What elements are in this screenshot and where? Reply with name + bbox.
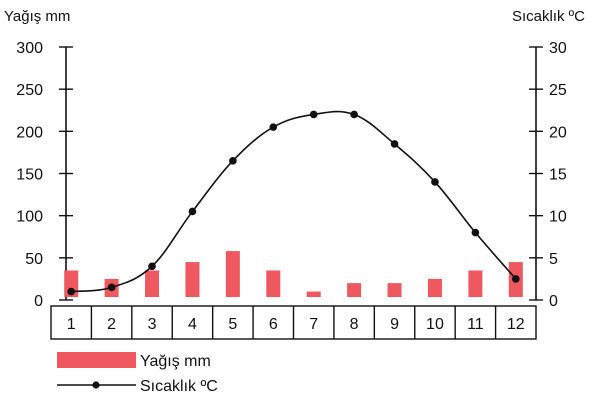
temperature-point-month-1 bbox=[67, 287, 76, 296]
month-label: 11 bbox=[467, 316, 484, 333]
month-label: 12 bbox=[507, 316, 525, 333]
bar-month-8 bbox=[347, 283, 362, 297]
right-axis-tick-label: 5 bbox=[549, 251, 558, 268]
left-axis-tick-label: 250 bbox=[16, 82, 43, 99]
temperature-point-month-10 bbox=[431, 178, 439, 186]
temperature-line bbox=[67, 110, 520, 296]
left-axis: 0 50 100 150 200 250 300 bbox=[16, 40, 73, 310]
month-axis: 1 2 3 4 5 6 7 8 9 10 11 12 bbox=[50, 305, 537, 340]
month-label: 5 bbox=[228, 316, 237, 333]
bar-month-4 bbox=[185, 262, 200, 297]
left-axis-label: Yağış mm bbox=[4, 8, 70, 25]
bar-month-11 bbox=[468, 270, 483, 297]
precipitation-bars bbox=[64, 251, 523, 297]
month-label: 2 bbox=[107, 316, 116, 333]
bar-month-3 bbox=[145, 270, 160, 297]
right-axis-tick-label: 15 bbox=[549, 167, 567, 184]
legend-label-temperature: Sıcaklık ºC bbox=[140, 378, 218, 395]
legend: Yağış mm Sıcaklık ºC bbox=[57, 352, 218, 395]
bar-month-6 bbox=[266, 270, 281, 297]
right-axis-tick-label: 25 bbox=[549, 82, 567, 99]
right-axis-tick-label: 30 bbox=[549, 40, 567, 57]
left-axis-tick-label: 50 bbox=[25, 251, 43, 268]
temperature-point-month-8 bbox=[350, 110, 358, 119]
bar-month-10 bbox=[427, 278, 442, 297]
left-axis-tick-label: 150 bbox=[16, 167, 43, 184]
temperature-point-month-5 bbox=[229, 157, 237, 165]
right-axis-tick-label: 0 bbox=[549, 293, 558, 310]
left-axis-tick-label: 300 bbox=[16, 40, 43, 57]
right-axis: 0 5 10 15 20 25 30 bbox=[529, 40, 567, 310]
left-axis-tick-label: 200 bbox=[16, 124, 43, 141]
left-axis-tick-label: 0 bbox=[34, 293, 43, 310]
temperature-point-month-2 bbox=[107, 283, 116, 292]
temperature-point-month-6 bbox=[269, 123, 278, 131]
right-axis-label: Sıcaklık ºC bbox=[512, 8, 585, 25]
temperature-point-month-11 bbox=[471, 228, 480, 237]
bar-month-5 bbox=[225, 251, 240, 297]
right-axis-tick-label: 10 bbox=[549, 209, 567, 226]
legend-swatch-temperature-dot bbox=[92, 381, 100, 389]
temperature-point-month-4 bbox=[188, 207, 197, 216]
month-label: 7 bbox=[309, 316, 318, 333]
bar-month-9 bbox=[387, 283, 402, 297]
temperature-point-month-3 bbox=[148, 262, 156, 271]
left-axis-tick-label: 100 bbox=[16, 209, 43, 226]
right-axis-tick-label: 20 bbox=[549, 124, 567, 141]
temperature-curve bbox=[71, 110, 517, 293]
month-label: 4 bbox=[188, 316, 197, 333]
temperature-point-month-12 bbox=[511, 275, 520, 283]
month-label: 6 bbox=[269, 316, 278, 333]
month-label: 9 bbox=[390, 316, 399, 333]
legend-label-precipitation: Yağış mm bbox=[140, 353, 211, 370]
bar-month-7 bbox=[306, 291, 321, 297]
month-label: 10 bbox=[426, 316, 444, 333]
temperature-point-month-7 bbox=[309, 110, 318, 119]
month-label: 1 bbox=[67, 316, 76, 333]
month-label: 3 bbox=[148, 316, 157, 333]
legend-swatch-precipitation bbox=[57, 352, 136, 368]
temperature-point-month-9 bbox=[390, 140, 399, 148]
month-label: 8 bbox=[350, 316, 359, 333]
